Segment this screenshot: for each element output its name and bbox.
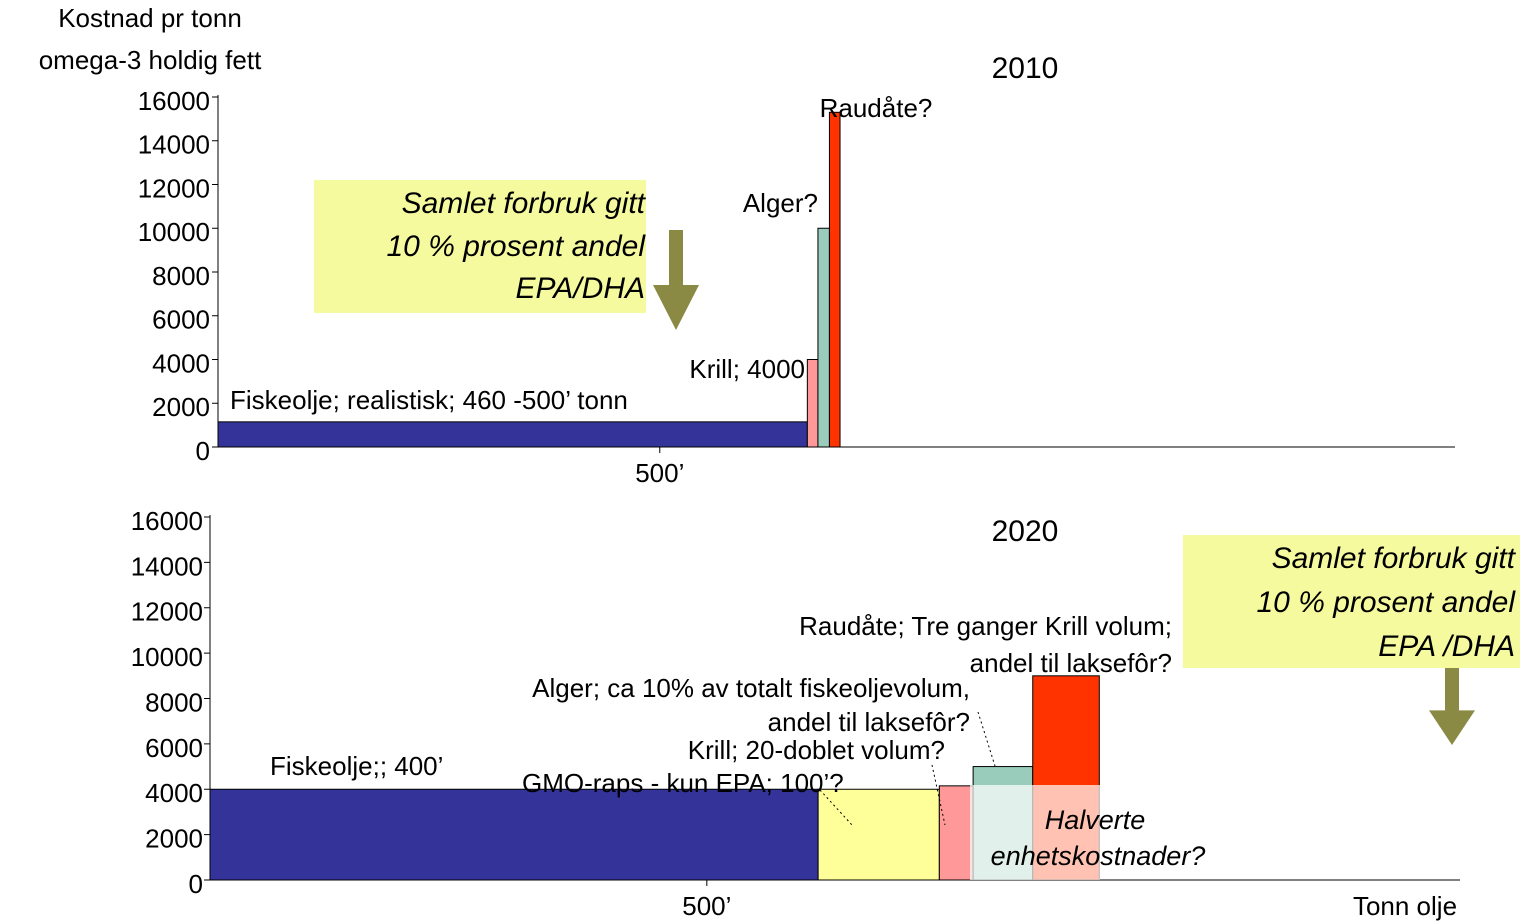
bar xyxy=(817,788,940,881)
bar-label: andel til laksefôr? xyxy=(970,648,1172,678)
arrow xyxy=(1429,668,1475,745)
bar-label: Krill; 20-doblet volum? xyxy=(688,735,945,765)
y-tick-label: 10000 xyxy=(138,217,210,247)
y-tick-label: 4000 xyxy=(152,348,210,378)
x-axis-label: Tonn olje xyxy=(1353,891,1457,921)
y-axis-label: omega-3 holdig fett xyxy=(39,45,262,75)
note-overlay xyxy=(970,785,1100,880)
y-tick-label: 8000 xyxy=(145,687,203,717)
panel-title: 2010 xyxy=(992,52,1059,85)
bar-label: Fiskeolje;; 400’ xyxy=(270,751,443,781)
y-tick-label: 6000 xyxy=(145,733,203,763)
y-tick-label: 12000 xyxy=(138,173,210,203)
bar xyxy=(209,788,819,881)
bar-label: GMO-raps - kun EPA; 100’? xyxy=(522,768,844,798)
y-tick-label: 4000 xyxy=(145,778,203,808)
panel-title: 2020 xyxy=(992,515,1059,548)
bar xyxy=(806,359,819,448)
y-tick-label: 16000 xyxy=(138,86,210,116)
bar-label: andel til laksefôr? xyxy=(768,707,970,737)
callout-text: Samlet forbruk gitt xyxy=(402,187,647,220)
bar-label: Raudåte? xyxy=(820,93,933,123)
leader xyxy=(977,711,996,767)
y-tick-label: 10000 xyxy=(131,642,203,672)
y-tick-label: 14000 xyxy=(131,551,203,581)
y-axis-label: Kostnad pr tonn xyxy=(58,3,242,33)
bar xyxy=(817,227,830,448)
x-tick-label: 500’ xyxy=(682,891,731,921)
y-tick-label: 2000 xyxy=(145,824,203,854)
callout-text: 10 % prosent andel xyxy=(386,230,646,263)
bar xyxy=(938,785,974,881)
callout-box xyxy=(314,180,646,313)
arrow xyxy=(653,230,699,330)
bar-label: Alger? xyxy=(743,188,818,218)
y-tick-label: 16000 xyxy=(131,506,203,536)
y-tick-label: 8000 xyxy=(152,261,210,291)
bar-label: Alger; ca 10% av totalt fiskeoljevolum, xyxy=(532,673,970,703)
bar xyxy=(828,111,841,448)
leader xyxy=(931,764,946,826)
callout-text: 10 % prosent andel xyxy=(1256,586,1516,619)
callout-text: EPA /DHA xyxy=(1378,630,1515,663)
y-tick-label: 2000 xyxy=(152,392,210,422)
y-tick-label: 0 xyxy=(189,869,203,899)
y-tick-label: 6000 xyxy=(152,305,210,335)
bar xyxy=(217,421,808,448)
callout-text: EPA/DHA xyxy=(516,272,645,305)
y-tick-label: 14000 xyxy=(138,130,210,160)
callout-text: Samlet forbruk gitt xyxy=(1272,542,1517,575)
callout-box xyxy=(1183,535,1520,668)
bar-label: Krill; 4000 xyxy=(689,354,805,384)
y-tick-label: 12000 xyxy=(131,597,203,627)
bar-label: Raudåte; Tre ganger Krill volum; xyxy=(799,611,1172,641)
y-tick-label: 0 xyxy=(196,436,210,466)
note: Halverte xyxy=(1045,805,1146,835)
note: enhetskostnader? xyxy=(991,841,1206,871)
x-tick-label: 500’ xyxy=(635,458,684,488)
bar-label: Fiskeolje; realistisk; 460 -500’ tonn xyxy=(230,385,628,415)
